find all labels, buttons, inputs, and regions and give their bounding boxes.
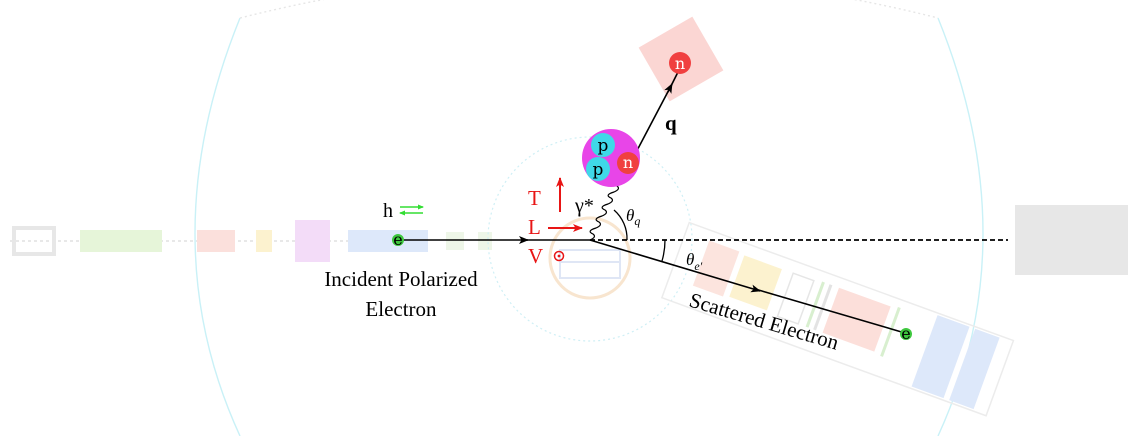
proton-1 — [591, 133, 615, 157]
photon-label: γ* — [574, 195, 594, 217]
target-chamber — [487, 136, 693, 342]
electron-spectrometer — [660, 221, 1015, 417]
incident-electron — [392, 234, 404, 246]
out-of-page-icon — [553, 250, 565, 262]
scattered-electron — [900, 328, 912, 340]
bound-neutron — [617, 152, 639, 174]
transverse-label: T — [528, 186, 541, 210]
bound-neutron-label: n — [623, 153, 633, 172]
proton-2-label: p — [593, 160, 604, 180]
ejected-neutron-label: n — [675, 54, 685, 73]
theta-q-label: θq — [626, 206, 640, 228]
helicity-arrows-icon — [399, 204, 424, 216]
theta-q-arc — [613, 209, 628, 241]
scattered-electron-label: e — [901, 324, 910, 343]
q-vector-arrow — [631, 83, 673, 161]
helium3-nucleus: p p n — [582, 129, 640, 187]
q-vector-label: q — [665, 111, 677, 135]
vertical-label: V — [528, 244, 543, 268]
proton-2 — [586, 157, 610, 181]
incident-label-line2: Electron — [365, 297, 437, 321]
incident-label-line1: Incident Polarized — [324, 267, 478, 291]
longitudinal-label: L — [528, 215, 541, 239]
incident-electron-label: e — [393, 230, 402, 249]
helicity-label: h — [383, 200, 393, 222]
proton-1-label: p — [598, 136, 609, 156]
theta-e-arc — [661, 239, 666, 262]
beamline-elements — [10, 205, 1128, 275]
scattered-electron-track — [589, 239, 761, 293]
ejected-neutron — [669, 52, 691, 74]
